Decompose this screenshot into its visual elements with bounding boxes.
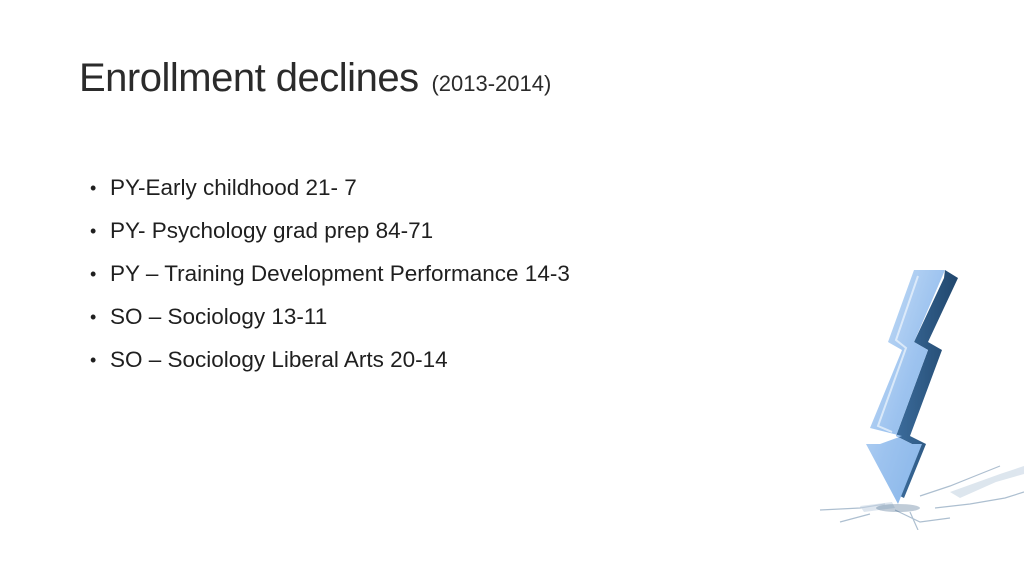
bullet-item: • PY- Psychology grad prep 84-71 [90,209,570,252]
bullet-dot-icon: • [90,349,97,370]
bullet-item: • PY – Training Development Performance … [90,252,570,295]
floor-crack [819,465,1024,530]
bullet-dot-icon: • [90,306,97,327]
bullet-dot-icon: • [90,220,97,241]
slide-title: Enrollment declines (2013-2014) [79,58,551,98]
arrow-highlight [876,275,919,433]
bullet-dot-icon: • [90,263,97,284]
title-text: Enrollment declines [79,56,419,100]
declining-arrow-crack-icon [819,270,1024,530]
bullet-item: • PY-Early childhood 21- 7 [90,166,570,209]
bullet-list: • PY-Early childhood 21- 7 • PY- Psychol… [90,166,570,381]
floor-crack-fill [860,466,1024,512]
bullet-item: • SO – Sociology Liberal Arts 20-14 [90,338,570,381]
title-years: (2013-2014) [431,71,552,96]
arrow-side [892,270,958,498]
bullet-text: PY – Training Development Performance 14… [110,260,570,286]
impact-shadow [876,504,920,512]
bullet-text: PY-Early childhood 21- 7 [110,174,357,200]
bullet-text: PY- Psychology grad prep 84-71 [110,217,434,243]
arrow-face [866,270,945,504]
bullet-text: SO – Sociology Liberal Arts 20-14 [110,346,448,372]
bullet-item: • SO – Sociology 13-11 [90,295,570,338]
bullet-dot-icon: • [90,177,97,198]
bullet-text: SO – Sociology 13-11 [110,303,328,329]
